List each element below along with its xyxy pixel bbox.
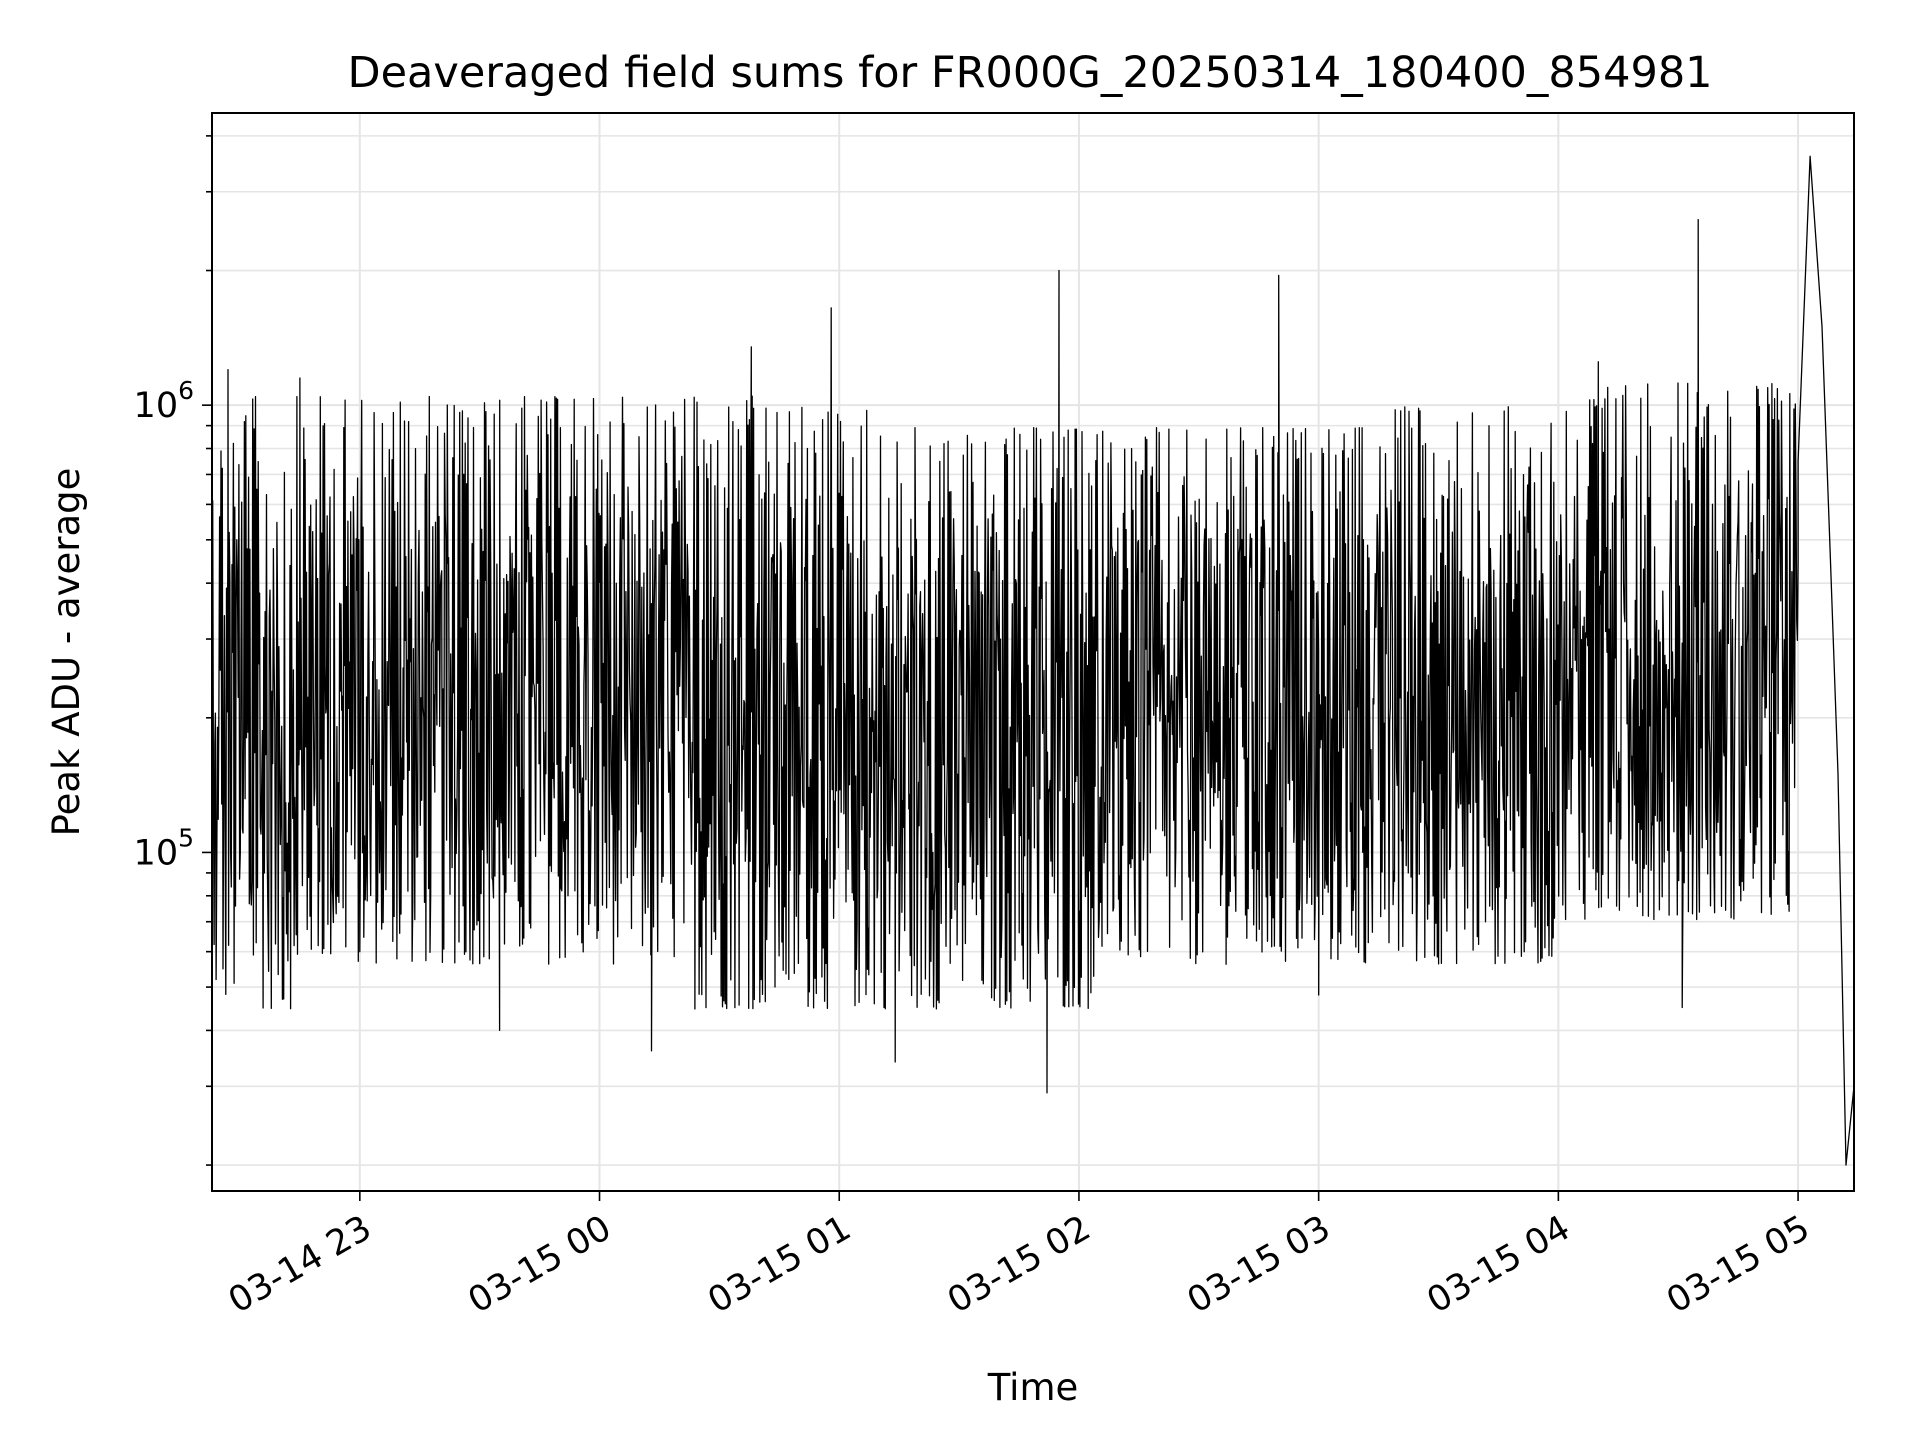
x-ticks: 03-14 23 03-15 00 03-15 01 03-15 02 03-15 03… xyxy=(222,1191,1817,1321)
chart-title: Deaveraged field sums for FR000G_2025031… xyxy=(347,48,1712,98)
x-axis-label: Time xyxy=(987,1366,1079,1409)
series-layer xyxy=(211,155,1855,1166)
x-tick-label: 03-15 05 xyxy=(1660,1208,1816,1321)
y-tick-exponent: 5 xyxy=(178,823,194,852)
series-line xyxy=(211,155,1855,1166)
y-tick-exponent: 6 xyxy=(178,376,194,405)
y-tick-label: 106 xyxy=(134,376,194,426)
x-tick-label: 03-15 02 xyxy=(941,1208,1097,1321)
y-tick-label: 105 xyxy=(134,823,194,873)
x-tick-label: 03-15 03 xyxy=(1181,1208,1337,1321)
x-tick-label: 03-15 04 xyxy=(1421,1208,1577,1321)
x-tick-label: 03-15 01 xyxy=(701,1208,857,1321)
x-tick-label: 03-14 23 xyxy=(222,1208,378,1321)
y-tick-base: 10 xyxy=(134,386,179,426)
y-tick-base: 10 xyxy=(134,833,179,873)
plot-frame xyxy=(211,112,1855,1192)
x-tick-label: 03-15 00 xyxy=(462,1208,618,1321)
y-axis-label: Peak ADU - average xyxy=(45,468,88,837)
